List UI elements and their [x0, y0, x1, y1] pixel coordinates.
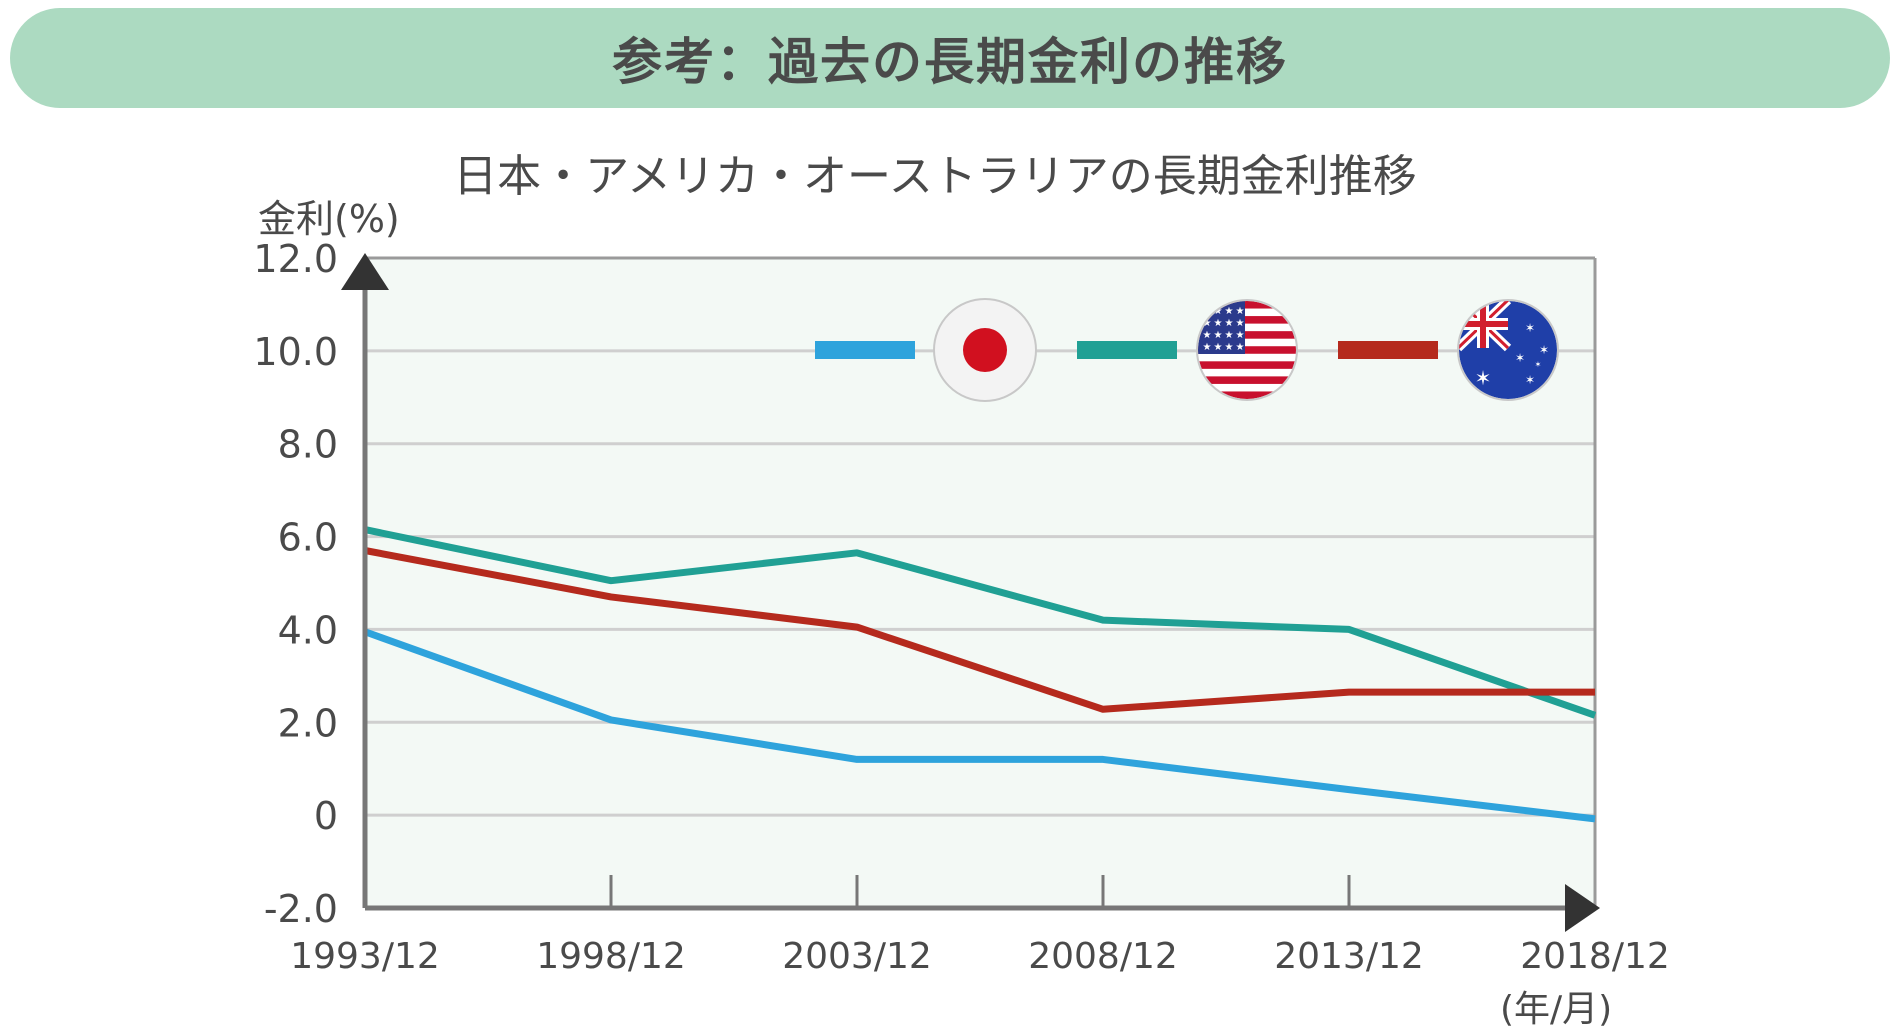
svg-text:✶: ✶ [1515, 351, 1525, 365]
svg-text:✶: ✶ [1475, 366, 1492, 390]
y-tick-label: 4.0 [278, 608, 338, 652]
svg-text:✶: ✶ [1535, 360, 1542, 369]
svg-text:★: ★ [1203, 342, 1212, 353]
legend-swatch-usa [1077, 341, 1177, 359]
chart-title: 日本・アメリカ・オーストラリアの長期金利推移 [453, 151, 1417, 202]
series-line-usa [364, 526, 1597, 719]
legend-swatch-australia [1338, 341, 1438, 359]
y-tick-label: -2.0 [264, 887, 338, 931]
page-title: 参考：過去の長期金利の推移 [612, 33, 1288, 91]
y-tick-label: 6.0 [278, 516, 338, 560]
series-line-australia [364, 547, 1595, 713]
header-banner: 参考：過去の長期金利の推移 [10, 8, 1890, 108]
legend-swatch-japan [815, 341, 915, 359]
svg-text:★: ★ [1214, 342, 1223, 353]
y-axis-label: 金利(%) [258, 197, 400, 241]
y-axis-arrow [341, 253, 389, 290]
svg-text:★: ★ [1203, 330, 1212, 341]
x-axis-arrow [1565, 884, 1600, 932]
x-tick-label: 1993/12 [290, 936, 440, 977]
x-tick-label: 2018/12 [1520, 936, 1670, 977]
svg-text:★: ★ [1225, 330, 1234, 341]
australia-flag-icon: ✶✶✶✶✶✶ [1457, 299, 1559, 401]
y-tick-label: 2.0 [278, 701, 338, 745]
usa-flag-icon: ★★★★★★★★★★★★★★★★ [1196, 299, 1298, 401]
japan-flag-icon [933, 298, 1037, 402]
x-tick-label: 2003/12 [782, 936, 932, 977]
svg-text:★: ★ [1236, 330, 1245, 341]
svg-text:★: ★ [1236, 306, 1245, 317]
svg-text:★: ★ [1214, 306, 1223, 317]
svg-text:★: ★ [1236, 318, 1245, 329]
svg-text:★: ★ [1236, 342, 1245, 353]
x-tick-label: 2008/12 [1028, 936, 1178, 977]
svg-text:★: ★ [1225, 342, 1234, 353]
svg-text:✶: ✶ [1525, 321, 1535, 335]
svg-text:✶: ✶ [1539, 343, 1549, 357]
y-tick-label: 0 [314, 794, 338, 838]
svg-text:★: ★ [1203, 318, 1212, 329]
svg-text:★: ★ [1225, 318, 1234, 329]
x-tick-label: 1998/12 [536, 936, 686, 977]
svg-text:★: ★ [1225, 306, 1234, 317]
series-line-japan [363, 628, 1596, 823]
svg-text:✶: ✶ [1525, 373, 1535, 387]
svg-text:★: ★ [1214, 318, 1223, 329]
svg-text:★: ★ [1214, 330, 1223, 341]
y-tick-label: 8.0 [278, 423, 338, 467]
x-axis-label: (年/月) [1500, 989, 1613, 1030]
y-tick-label: 10.0 [253, 330, 338, 374]
y-tick-label: 12.0 [253, 237, 338, 281]
x-tick-label: 2013/12 [1274, 936, 1424, 977]
